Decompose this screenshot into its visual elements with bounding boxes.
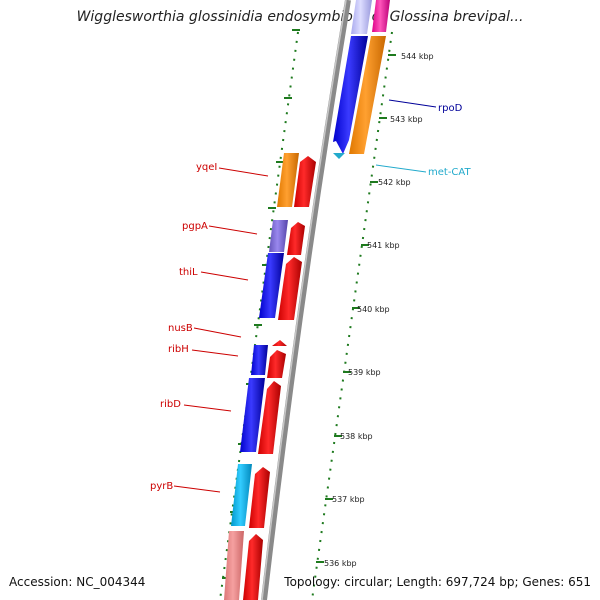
map-title: Wigglesworthia glossinidia endosymbiont … <box>76 9 524 25</box>
gene-rpoD-arrow <box>333 36 368 154</box>
gene-ribH-arrow <box>267 350 286 378</box>
scale-label: 538 kbp <box>340 432 373 441</box>
gene-label-pgpA: pgpA <box>182 221 208 232</box>
scale-label: 536 kbp <box>324 559 357 568</box>
gene-yqeI-arrow <box>294 156 316 207</box>
genome-backbone-highlight <box>261 0 347 600</box>
scale-label: 543 kbp <box>390 115 423 124</box>
gene-label-pyrB: pyrB <box>150 481 173 492</box>
scale-label: 537 kbp <box>332 495 365 504</box>
gene-block-lavender <box>351 0 372 34</box>
gene-pyrB-arrow <box>249 467 270 528</box>
gene-pgpA-block <box>269 220 288 252</box>
gene-block-pink-bottom <box>224 531 244 600</box>
genome-backbone <box>261 0 351 600</box>
scale-labels: 544 kbp 543 kbp 542 kbp 541 kbp 540 kbp … <box>324 52 434 568</box>
gene-block-magenta <box>372 0 390 32</box>
gene-ribD-arrow <box>258 381 281 454</box>
gene-thiL-block <box>259 253 284 318</box>
gene-nusB-arrow <box>272 340 287 346</box>
gene-ribH-block <box>251 345 268 375</box>
gene-pgpA-arrow <box>287 222 305 255</box>
accession-label: Accession: NC_004344 <box>9 575 146 589</box>
gene-yqeI-block <box>277 153 299 207</box>
gene-pyrB-block <box>231 464 252 526</box>
gene-met-CAT-marker <box>333 153 345 159</box>
scale-label: 541 kbp <box>367 241 400 250</box>
scale-label: 540 kbp <box>357 305 390 314</box>
gene-label-ribH: ribH <box>168 344 189 355</box>
gene-label-nusB: nusB <box>168 323 193 334</box>
right-tick-track <box>311 31 393 600</box>
gene-ribD-block <box>240 378 265 452</box>
gene-label-ribD: ribD <box>160 399 181 410</box>
right-tick-marks <box>316 54 396 563</box>
gene-thiL-arrow <box>278 257 302 320</box>
gene-label-met-CAT: met-CAT <box>428 167 471 178</box>
gene-label-yqeI: yqeI <box>196 162 217 173</box>
left-tick-track <box>219 31 299 600</box>
gene-arrow-red-bottom <box>243 534 263 600</box>
gene-label-leaders <box>173 99 437 493</box>
gene-block-orange-right <box>349 36 386 154</box>
gene-label-thiL: thiL <box>179 267 198 278</box>
scale-label: 544 kbp <box>401 52 434 61</box>
scale-label: 542 kbp <box>378 178 411 187</box>
genome-summary-label: Topology: circular; Length: 697,724 bp; … <box>284 575 591 589</box>
gene-label-rpoD: rpoD <box>438 103 463 114</box>
scale-label: 539 kbp <box>348 368 381 377</box>
